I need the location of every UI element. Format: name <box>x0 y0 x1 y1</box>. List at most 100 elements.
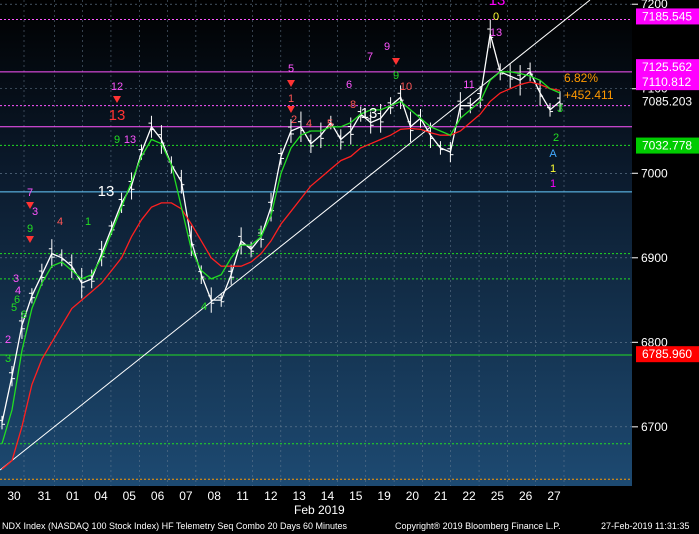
sequence-count-label: 2 <box>291 114 297 126</box>
sequence-count-label: 9 <box>27 223 33 235</box>
x-tick-label: 05 <box>123 489 137 503</box>
sequence-count-label: 5 <box>327 118 333 130</box>
sequence-count-label: 10 <box>400 81 412 93</box>
percent-change-label: 6.82% <box>564 71 598 85</box>
sequence-count-label: A <box>549 148 557 160</box>
series-line <box>1 81 561 470</box>
sequence-count-label: 13 <box>109 107 126 124</box>
plot-area <box>0 0 632 486</box>
price-label: 7085.203 <box>642 94 692 108</box>
grid <box>0 0 632 486</box>
y-tick-label: 7000 <box>641 166 668 180</box>
price-label: 7110.812 <box>642 75 691 89</box>
signal-arrows <box>26 58 400 243</box>
x-tick-label: 31 <box>38 489 52 503</box>
down-arrow-icon <box>392 58 400 65</box>
x-tick-label: 06 <box>151 489 165 503</box>
sequence-count-label: 5 <box>11 302 17 314</box>
down-arrow-icon <box>26 202 34 209</box>
x-tick-label: 26 <box>519 489 533 503</box>
sequence-count-label: 2 <box>553 132 559 144</box>
x-tick-label: 21 <box>434 489 448 503</box>
x-tick-label: 25 <box>491 489 505 503</box>
month-label: Feb 2019 <box>294 503 345 517</box>
series-line <box>1 71 561 444</box>
price-label-box <box>636 59 699 76</box>
price-label-box <box>636 8 699 25</box>
sequence-count-label: 9 <box>384 41 390 53</box>
x-axis-ticks: 30 31 01 04 05 06 07 08 11 12 13 14 15 19 20 21 22 25 26 27 <box>7 489 561 503</box>
x-tick-label: 04 <box>94 489 108 503</box>
down-arrow-icon <box>26 236 34 243</box>
price-label: 7032.778 <box>642 139 692 153</box>
sequence-count-label: 1 <box>550 178 556 190</box>
series-line <box>1 33 561 423</box>
price-label-box <box>636 93 699 110</box>
sequence-count-label: 9 <box>393 70 399 82</box>
sequence-count-label: 3 <box>13 273 19 285</box>
price-label: 7125.562 <box>642 60 692 74</box>
footer-timestamp: 27-Feb-2019 11:31:35 <box>601 521 690 531</box>
down-arrow-icon <box>287 80 295 87</box>
sequence-count-label: 5 <box>288 63 294 75</box>
sequence-count-label: 12 <box>111 81 123 93</box>
sequence-count-label: 1 <box>257 227 263 239</box>
x-tick-label: 13 <box>292 489 306 503</box>
footer: NDX Index (NASDAQ 100 Stock Index) HF Te… <box>0 518 699 534</box>
sequence-count-label: 13 <box>489 0 506 9</box>
y-tick-label: 7200 <box>641 0 668 11</box>
sequence-count-label: 1 <box>550 163 556 175</box>
x-tick-label: 01 <box>66 489 80 503</box>
price-label-box <box>636 74 699 91</box>
sequence-count-label: 3 <box>557 103 563 115</box>
sequence-count-label: 3 <box>5 353 11 365</box>
footer-security-title: NDX Index (NASDAQ 100 Stock Index) HF Te… <box>2 521 347 531</box>
sequence-count-label: 13 <box>124 134 136 146</box>
x-tick-label: 22 <box>462 489 476 503</box>
sequence-count-label: 11 <box>463 79 474 91</box>
sequence-count-label: 9 <box>114 134 120 146</box>
x-tick-label: 14 <box>321 489 335 503</box>
sequence-count-label: 13 <box>490 27 502 39</box>
y-tick-label: 6900 <box>641 251 668 265</box>
sequence-count-label: 6 <box>14 294 20 306</box>
sequence-count-label: 8 <box>350 99 356 111</box>
sequence-count-label: 7 <box>367 51 373 63</box>
y-tick-label: 6800 <box>641 335 668 349</box>
price-label-box <box>636 137 699 154</box>
down-arrow-icon <box>287 106 295 113</box>
sequence-count-label: 3 <box>32 206 38 218</box>
sequence-count-label: 13 <box>98 183 115 200</box>
x-tick-label: 08 <box>208 489 222 503</box>
sequence-count-label: 6 <box>346 79 352 91</box>
sequence-count-label: 8 <box>21 309 27 321</box>
price-label: 7185.545 <box>642 9 692 23</box>
x-tick-label: 27 <box>547 489 561 503</box>
price-label: 6785.960 <box>642 347 692 361</box>
x-tick-label: 15 <box>349 489 363 503</box>
x-tick-label: 30 <box>7 489 21 503</box>
sequence-count-label: 1 <box>85 216 91 228</box>
reference-lines <box>0 18 632 480</box>
sequence-count-label: 1 <box>288 93 294 105</box>
x-tick-label: 20 <box>406 489 420 503</box>
price-label-box <box>636 346 699 363</box>
x-axis-panel <box>0 486 699 518</box>
down-arrow-icon <box>113 96 121 103</box>
moving-average-lines <box>1 33 561 470</box>
x-tick-label: 19 <box>377 489 391 503</box>
sequence-count-label: 7 <box>27 187 33 199</box>
x-tick-label: 12 <box>264 489 278 503</box>
y-tick-label: 6700 <box>641 420 668 434</box>
sequence-count-label: 4 <box>306 118 312 130</box>
x-tick-label: 07 <box>179 489 193 503</box>
sequence-count-label: 4 <box>201 301 207 313</box>
point-change-label: +452.411 <box>564 88 614 102</box>
footer-copyright: Copyright® 2019 Bloomberg Finance L.P. <box>395 521 561 531</box>
sequence-count-label: 2 <box>5 334 11 346</box>
sequence-count-label: 13 <box>361 105 378 122</box>
